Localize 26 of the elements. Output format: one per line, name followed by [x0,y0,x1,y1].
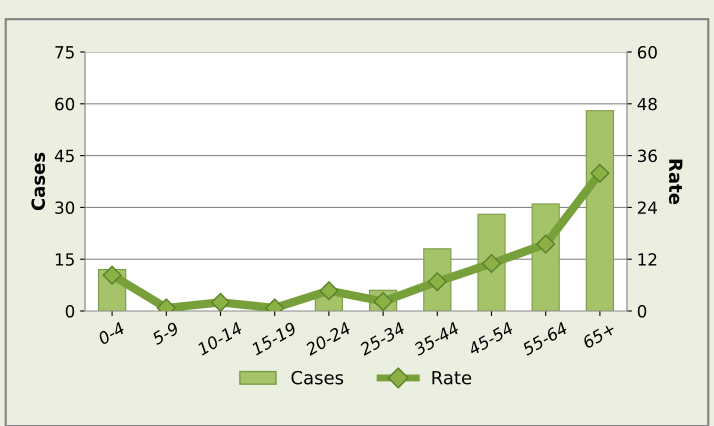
y-axis-title: Cases [31,152,46,210]
x-tick-label: 5-9 [150,321,180,346]
x-tick-label: 0-4 [97,322,126,346]
x-tick-label: 65+ [582,322,616,349]
y-tick-label: 45 [54,150,74,162]
point [482,254,502,274]
legend-label: Rate [432,371,472,384]
y-tick-label: 30 [55,201,74,214]
y-tick-label: 0 [66,304,74,318]
point [319,281,338,300]
y-tick-label: 60 [55,98,74,110]
y2-axis-title: Rate [668,160,682,204]
point [210,292,230,311]
y2-tick-label: 24 [638,201,657,214]
y-tick-label: 15 [56,253,74,266]
point [536,234,556,254]
point [590,164,610,183]
y2-tick-label: 60 [638,46,657,59]
point [102,266,122,285]
legend-label: Cases [291,370,344,384]
y-tick-label: 75 [55,46,74,59]
y2-tick-label: 12 [638,253,656,266]
y2-tick-label: 0 [638,304,646,318]
y2-tick-label: 36 [638,150,657,162]
bar [586,110,614,311]
y2-tick-label: 48 [638,98,657,110]
